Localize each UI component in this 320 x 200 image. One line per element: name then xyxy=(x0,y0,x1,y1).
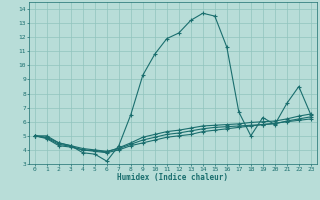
X-axis label: Humidex (Indice chaleur): Humidex (Indice chaleur) xyxy=(117,173,228,182)
